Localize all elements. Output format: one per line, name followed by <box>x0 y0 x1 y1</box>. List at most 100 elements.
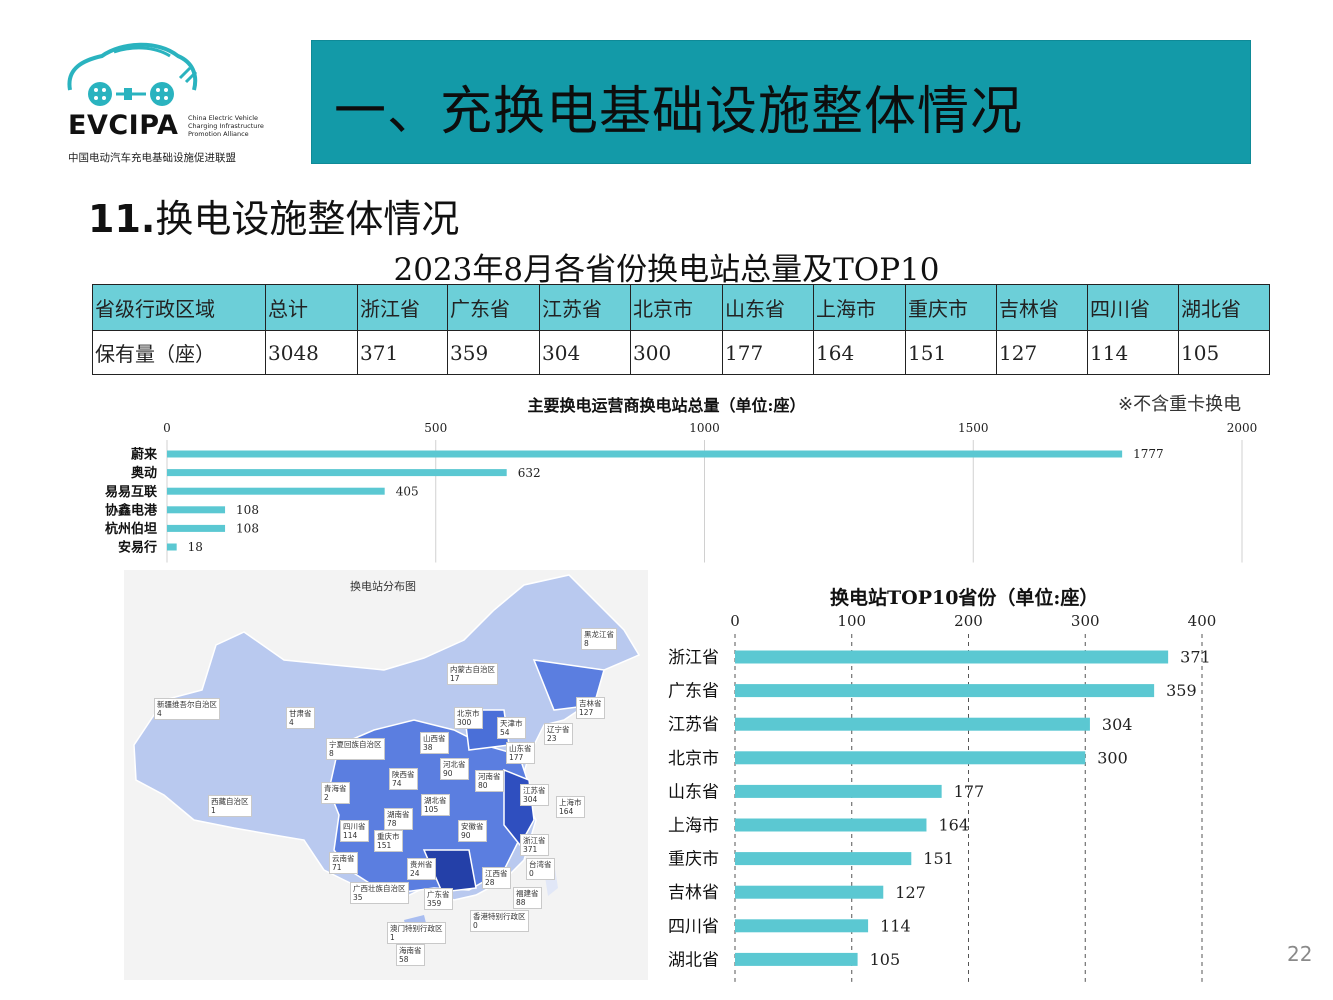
map-label: 上海市 164 <box>556 796 585 818</box>
logo-english-name: China Electric Vehicle Charging Infrastru… <box>188 114 264 138</box>
table-cell: 371 <box>357 330 448 375</box>
value-label: 114 <box>880 916 911 935</box>
table-row: 保有量（座） 3048 371 359 304 300 177 164 151 … <box>92 330 1270 375</box>
table-header-cell: 上海市 <box>813 284 906 331</box>
map-label: 黑龙江省 8 <box>581 628 617 650</box>
map-label: 湖南省 78 <box>384 808 413 830</box>
table-cell: 300 <box>630 330 723 375</box>
x-tick-label: 1000 <box>689 421 720 435</box>
table-cell: 304 <box>539 330 631 375</box>
table-header-cell: 总计 <box>265 284 358 331</box>
bar <box>167 450 1123 458</box>
bar <box>735 885 884 899</box>
table-header-cell: 吉林省 <box>996 284 1088 331</box>
map-label: 天津市 54 <box>497 717 526 739</box>
map-label: 甘肃省 4 <box>286 707 315 729</box>
map-label: 福建省 88 <box>513 887 542 909</box>
bar <box>735 818 927 832</box>
map-label: 山西省 38 <box>420 732 449 754</box>
map-label: 湖北省 105 <box>421 794 450 816</box>
distribution-map: 换电站分布图 黑龙江省 8 内蒙古自治区 17 吉林省 127 新疆维吾尔自治区 4 甘… <box>124 570 648 980</box>
map-label: 香港特别行政区 0 <box>470 910 529 932</box>
map-label: 澳门特别行政区 1 <box>387 922 446 944</box>
value-label: 108 <box>236 503 259 517</box>
map-label: 青海省 2 <box>321 782 350 804</box>
x-tick-label: 400 <box>1188 612 1217 630</box>
table-header-cell: 山东省 <box>722 284 814 331</box>
table-header-cell: 四川省 <box>1087 284 1179 331</box>
map-label: 广东省 359 <box>424 888 453 910</box>
x-tick-label: 100 <box>837 612 866 630</box>
table-header-cell: 北京市 <box>630 284 723 331</box>
value-label: 304 <box>1102 715 1133 734</box>
value-label: 359 <box>1166 681 1197 700</box>
x-tick-label: 0 <box>163 421 171 435</box>
table-cell: 105 <box>1178 330 1270 375</box>
x-tick-label: 1500 <box>958 421 989 435</box>
map-label: 江西省 28 <box>482 867 511 889</box>
bar <box>735 684 1155 698</box>
map-label: 山东省 177 <box>506 742 535 764</box>
map-label: 北京市 300 <box>454 707 483 729</box>
map-label: 浙江省 371 <box>520 834 549 856</box>
value-label: 632 <box>518 466 541 480</box>
category-label: 吉林省 <box>668 883 719 903</box>
table-header-cell: 浙江省 <box>357 284 448 331</box>
bar <box>167 506 226 514</box>
category-label: 杭州伯坦 <box>105 521 157 537</box>
category-label: 湖北省 <box>668 950 719 970</box>
x-tick-label: 200 <box>954 612 983 630</box>
category-label: 重庆市 <box>668 850 719 870</box>
x-tick-label: 300 <box>1071 612 1100 630</box>
map-label: 西藏自治区 1 <box>208 795 252 817</box>
category-label: 江苏省 <box>668 715 719 735</box>
map-label: 云南省 71 <box>329 852 358 874</box>
banner-title: 一、充换电基础设施整体情况 <box>334 82 1024 142</box>
category-label: 奥动 <box>131 465 157 481</box>
value-label: 108 <box>236 522 259 536</box>
map-label: 河北省 90 <box>440 758 469 780</box>
category-label: 北京市 <box>668 749 719 769</box>
evcipa-logo <box>62 38 282 168</box>
logo-chinese-name: 中国电动汽车充电基础设施促进联盟 <box>68 152 236 164</box>
map-label: 陕西省 74 <box>389 768 418 790</box>
bar <box>735 717 1090 731</box>
bar <box>735 919 869 933</box>
operator-bar-chart: 0 500 1000 1500 2000 蔚来 1777 奥动 632 易易互联 405 协鑫电港 10… <box>105 421 1258 563</box>
table-cell: 151 <box>905 330 997 375</box>
map-label: 辽宁省 23 <box>544 723 573 745</box>
map-label: 重庆市 151 <box>374 830 403 852</box>
map-label: 海南省 58 <box>396 944 425 966</box>
table-title: 2023年8月各省份换电站总量及TOP10 <box>393 252 940 288</box>
value-label: 300 <box>1097 748 1128 767</box>
category-label: 山东省 <box>668 782 719 802</box>
category-label: 上海市 <box>668 816 719 836</box>
value-label: 105 <box>870 950 901 969</box>
table-header-cell: 江苏省 <box>539 284 631 331</box>
note-text: ※不含重卡换电 <box>1118 394 1242 415</box>
operator-chart-title: 主要换电运营商换电站总量（单位:座） <box>527 396 806 415</box>
table-cell: 359 <box>447 330 540 375</box>
value-label: 371 <box>1180 648 1211 667</box>
page-number: 22 <box>1287 942 1313 966</box>
x-tick-label: 2000 <box>1227 421 1258 435</box>
category-label: 四川省 <box>668 917 719 937</box>
map-label: 江苏省 304 <box>520 784 549 806</box>
bar <box>167 543 177 551</box>
map-title: 换电站分布图 <box>350 580 416 593</box>
category-label: 协鑫电港 <box>105 502 158 518</box>
bar <box>735 784 942 798</box>
x-tick-label: 0 <box>730 612 740 630</box>
map-label: 安徽省 90 <box>458 820 487 842</box>
top10-bar-chart: 0 100 200 300 400 浙江省 371 广东省 359 江苏省 304 北京市 300 山东省… <box>668 612 1217 982</box>
value-label: 127 <box>895 883 926 902</box>
map-label: 四川省 114 <box>340 820 369 842</box>
section-title: 11.换电设施整体情况 <box>88 197 460 241</box>
bar <box>735 751 1086 765</box>
x-tick-label: 500 <box>424 421 447 435</box>
map-label: 吉林省 127 <box>576 697 605 719</box>
table-cell: 保有量（座） <box>92 330 266 375</box>
map-label: 广西壮族自治区 35 <box>350 882 409 904</box>
bar <box>167 487 385 495</box>
value-label: 405 <box>396 484 419 498</box>
